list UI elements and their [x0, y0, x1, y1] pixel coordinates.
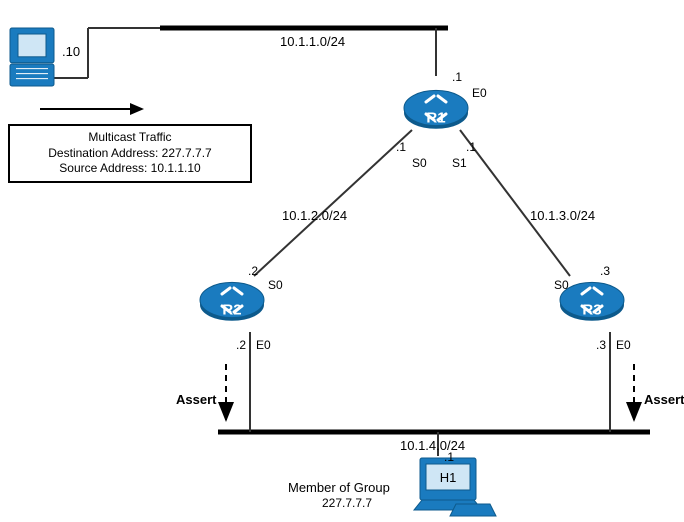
router-r1-S1-if: S1 [452, 156, 467, 170]
router-r1-S0-if: S0 [412, 156, 427, 170]
router-r2-E0-if: E0 [256, 338, 271, 352]
bottom-bus-label: 10.1.4.0/24 [400, 438, 465, 453]
traffic-arrow [40, 108, 130, 110]
svg-text:R1: R1 [426, 109, 445, 126]
router-r2-E0-addr: .2 [236, 338, 246, 352]
router-r1-S1-addr: .1 [466, 140, 476, 154]
top-bus-label: 10.1.1.0/24 [280, 34, 345, 49]
r1-r2-label: 10.1.2.0/24 [282, 208, 347, 223]
router-r3-E0-addr: .3 [596, 338, 606, 352]
svg-text:H1: H1 [440, 470, 457, 485]
host-addr: .1 [444, 450, 454, 464]
host-caption2: 227.7.7.7 [322, 496, 372, 510]
router-r3-S0-addr: .3 [600, 264, 610, 278]
server-host-label: .10 [62, 44, 80, 59]
diagram-canvas: R1 R2 R3 H1 [0, 0, 684, 522]
router-r2-S0-addr: .2 [248, 264, 258, 278]
info-line-2: Destination Address: 227.7.7.7 [20, 146, 240, 162]
router-r3-S0-if: S0 [554, 278, 569, 292]
svg-text:R2: R2 [222, 301, 241, 318]
r1-r3 [460, 130, 570, 276]
router-r3-E0-if: E0 [616, 338, 631, 352]
router-r1-E0-addr: .1 [452, 70, 462, 84]
svg-text:R3: R3 [582, 301, 601, 318]
r1-r3-label: 10.1.3.0/24 [530, 208, 595, 223]
traffic-arrow-head [130, 103, 144, 115]
assert-left-label: Assert [176, 392, 216, 407]
info-line-1: Multicast Traffic [20, 130, 240, 146]
router-r1-E0-if: E0 [472, 86, 487, 100]
assert-right-label: Assert [644, 392, 684, 407]
multicast-info-box: Multicast Traffic Destination Address: 2… [8, 124, 252, 183]
host-caption1: Member of Group [288, 480, 390, 495]
router-r1-S0-addr: .1 [396, 140, 406, 154]
r1-r2 [254, 130, 412, 276]
router-r2-S0-if: S0 [268, 278, 283, 292]
info-line-3: Source Address: 10.1.1.10 [20, 161, 240, 177]
